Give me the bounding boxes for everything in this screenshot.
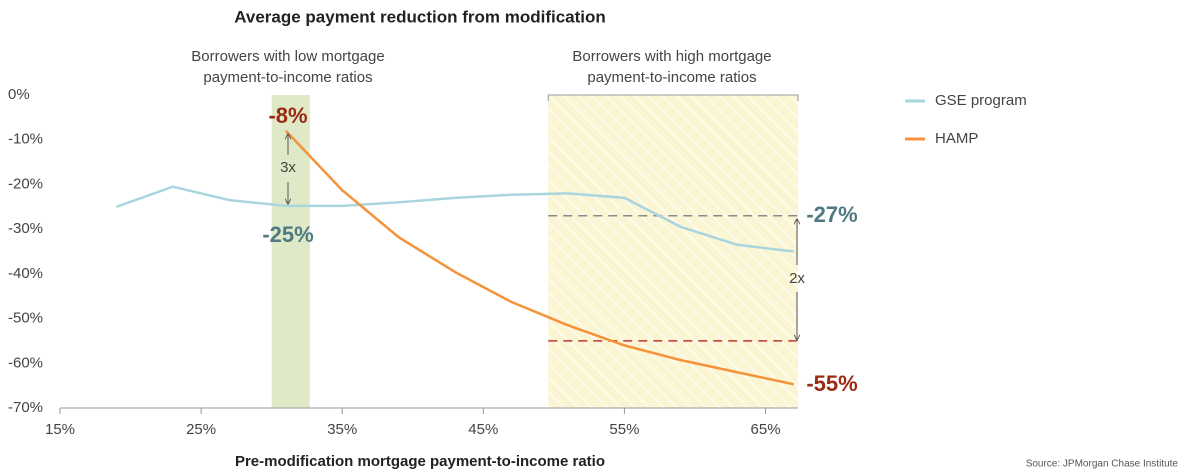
band-hatch	[548, 95, 798, 408]
legend-label: HAMP	[935, 130, 978, 147]
annotation: -8%	[268, 103, 307, 128]
annotation: -55%	[806, 371, 857, 396]
annotation: 3x	[280, 159, 296, 176]
y-tick-label: 0%	[8, 86, 30, 103]
annotation: -27%	[806, 202, 857, 227]
source: Source: JPMorgan Chase Institute	[1026, 459, 1179, 470]
y-tick-label: -20%	[8, 175, 43, 192]
x-tick-label: 25%	[186, 421, 216, 438]
x-tick-label: 45%	[468, 421, 498, 438]
chart-title: Average payment reduction from modificat…	[234, 7, 606, 26]
series-line	[116, 185, 794, 253]
annotation: 2x	[789, 270, 805, 287]
x-tick-label: 35%	[327, 421, 357, 438]
annotation: -25%	[262, 222, 313, 247]
band-label: Borrowers with high mortgage	[572, 48, 771, 65]
y-tick-label: -60%	[8, 354, 43, 371]
band-label: Borrowers with low mortgage	[191, 48, 384, 65]
y-tick-label: -40%	[8, 265, 43, 282]
band	[271, 95, 310, 408]
band-label: payment-to-income ratios	[203, 69, 372, 86]
band-label: payment-to-income ratios	[587, 69, 756, 86]
series-line	[284, 129, 795, 386]
y-tick-label: -30%	[8, 220, 43, 237]
legend-label: GSE program	[935, 92, 1027, 109]
x-tick-label: 65%	[751, 421, 781, 438]
y-tick-label: -50%	[8, 310, 43, 327]
x-axis-label: Pre-modification mortgage payment-to-inc…	[235, 453, 605, 470]
x-tick-label: 55%	[609, 421, 639, 438]
y-tick-label: -70%	[8, 399, 43, 416]
y-tick-label: -10%	[8, 131, 43, 148]
bands	[271, 95, 798, 408]
bracket	[547, 94, 799, 101]
x-tick-label: 15%	[45, 421, 75, 438]
